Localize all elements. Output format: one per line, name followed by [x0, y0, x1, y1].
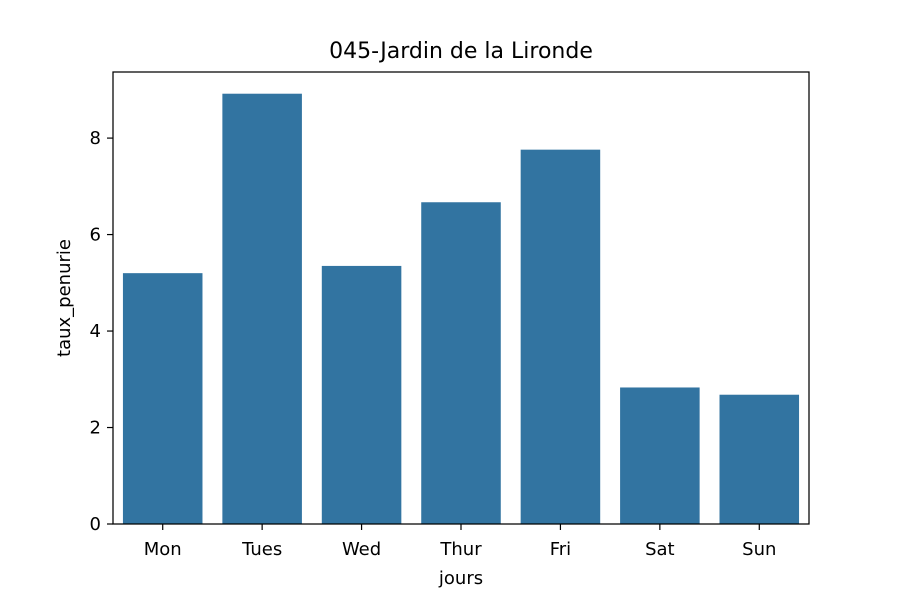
bar-sun	[719, 394, 800, 524]
x-axis-ticks: Mon Tues Wed Thur Fri Sat Sun	[144, 524, 776, 560]
x-tick-label: Fri	[550, 539, 571, 560]
x-tick-label: Sun	[742, 539, 776, 560]
y-tick-label: 4	[90, 321, 101, 342]
y-tick-label: 6	[90, 225, 101, 246]
bar-fri	[520, 149, 601, 524]
y-axis-ticks: 0 2 4 6 8	[90, 128, 113, 535]
y-tick-label: 0	[90, 514, 101, 535]
bars-group	[122, 93, 800, 525]
y-tick-label: 2	[90, 418, 101, 439]
bar-mon	[122, 273, 203, 524]
x-tick-label: Wed	[342, 539, 381, 560]
bar-thur	[421, 202, 501, 524]
x-tick-label: Sat	[645, 539, 675, 560]
x-tick-label: Mon	[144, 539, 182, 560]
y-axis-label: taux_penurie	[54, 239, 75, 357]
x-axis-label: jours	[438, 568, 483, 589]
x-tick-label: Thur	[439, 539, 482, 560]
x-tick-label: Tues	[241, 539, 282, 560]
bar-wed	[321, 265, 402, 524]
y-tick-label: 8	[90, 128, 101, 149]
plot-frame	[112, 71, 810, 525]
bar-sat	[620, 387, 700, 524]
chart-title: 045-Jardin de la Lironde	[329, 39, 593, 64]
bar-tues	[222, 93, 302, 525]
